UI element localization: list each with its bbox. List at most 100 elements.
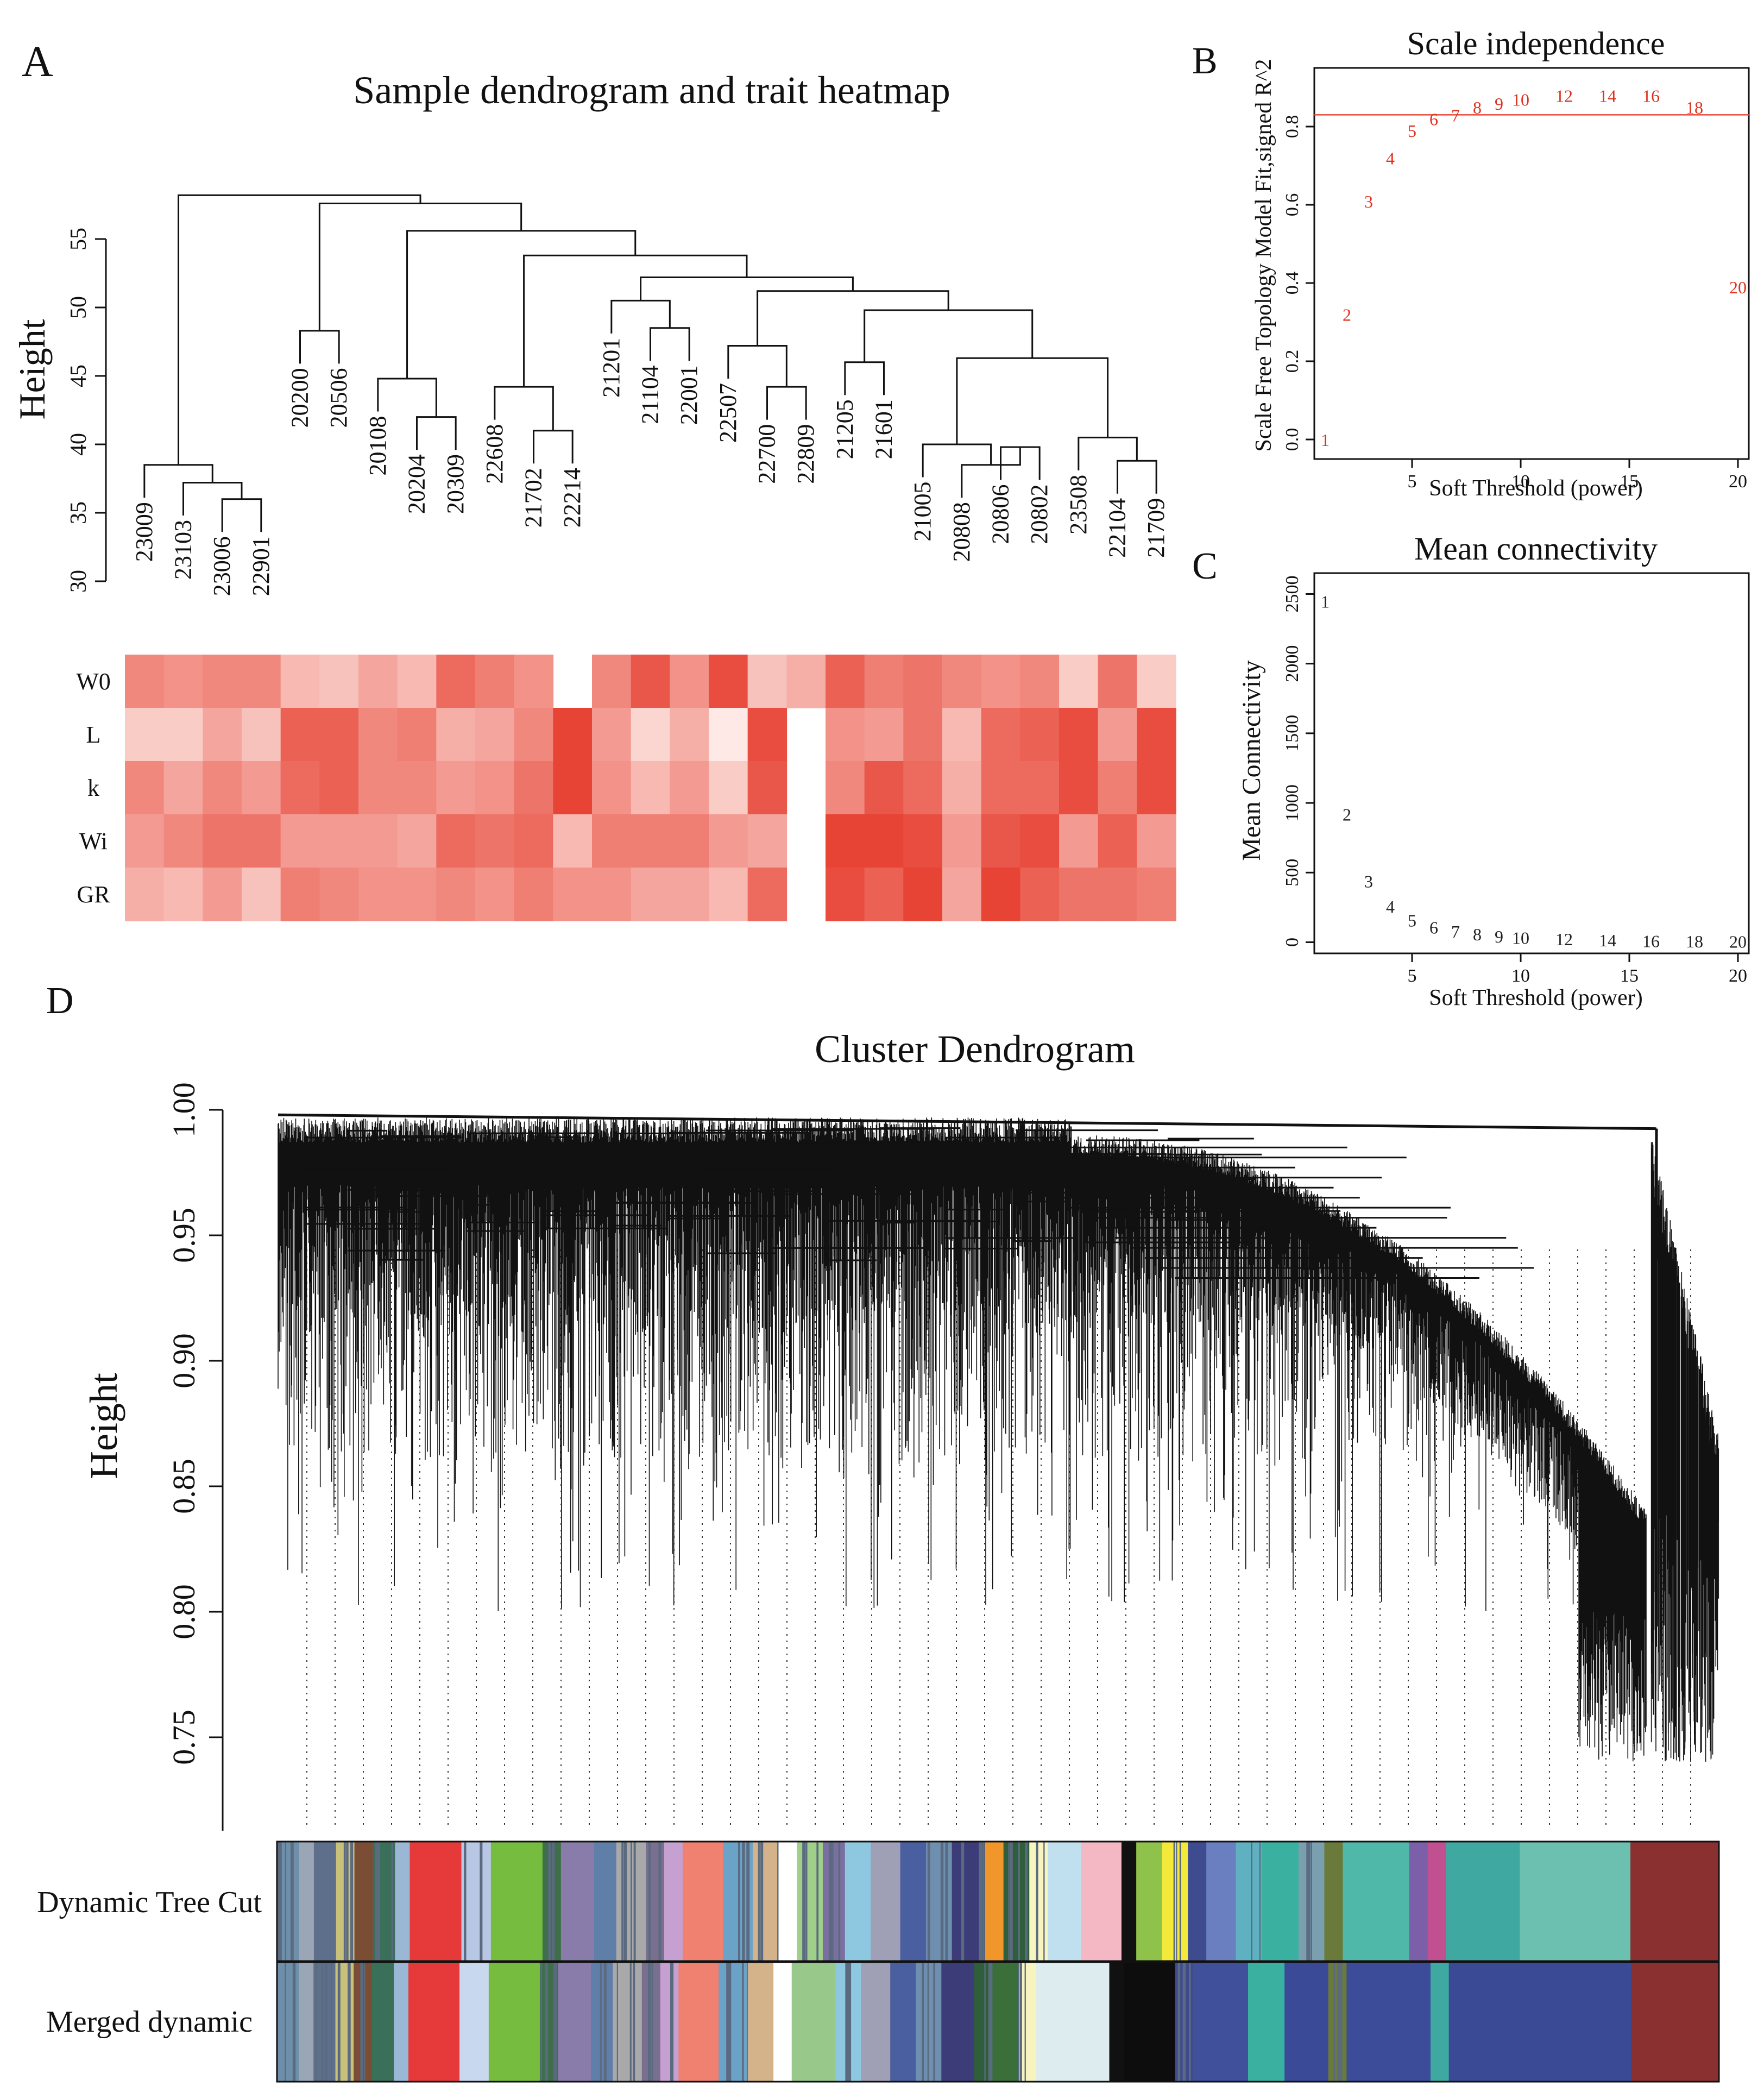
sample-label-20806: 20806 — [987, 485, 1014, 544]
heat-cell-k-20200 — [280, 761, 320, 815]
dynamic-bar-stripe-17-2 — [746, 1842, 750, 1961]
c-point-6: 6 — [1429, 918, 1438, 937]
heat-cell-k-22608 — [475, 761, 515, 815]
heat-cell-k-20806 — [981, 761, 1021, 815]
heat-cell-W0-22507 — [709, 655, 748, 708]
merged-bar-segment-39 — [1448, 1962, 1632, 2082]
dynamic-bar-segment-23 — [871, 1842, 901, 1961]
heat-cell-Wi-21104 — [631, 814, 671, 868]
heat-cell-L-21702 — [514, 708, 554, 762]
c-xtick-label-20: 20 — [1729, 966, 1747, 986]
merged-bar-stripe-36-2 — [1337, 1962, 1340, 2082]
c-point-14: 14 — [1599, 931, 1616, 950]
heat-cell-L-23009 — [125, 708, 165, 762]
heat-cell-GR-22608 — [475, 868, 515, 921]
merged-bar-stripe-10-2 — [545, 1962, 548, 2082]
merged-bar-stripe-2-0 — [316, 1962, 318, 2082]
dynamic-bar-stripe-29-0 — [1043, 1842, 1045, 1961]
merged-bar-stripe-28-1 — [1018, 1962, 1019, 2082]
dynamic-bar-segment-36 — [1206, 1842, 1237, 1961]
heat-cell-Wi-23006 — [203, 814, 242, 868]
heat-cell-Wi-22608 — [475, 814, 515, 868]
heat-cell-k-20108 — [358, 761, 398, 815]
heat-cell-Wi-20802 — [1020, 814, 1060, 868]
c-point-1: 1 — [1321, 592, 1330, 611]
heat-cell-GR-21005 — [903, 868, 943, 921]
merged-bar-segment-20 — [791, 1962, 836, 2082]
dynamic-bar-stripe-34-0 — [1176, 1842, 1177, 1961]
dynamic-bar-stripe-21-0 — [838, 1842, 841, 1961]
dynamic-bar-stripe-0-3 — [278, 1842, 282, 1961]
dynamic-bar-stripe-5-1 — [391, 1842, 393, 1961]
merged-bar-segment-1 — [299, 1962, 314, 2082]
merged-bar-segment-25 — [941, 1962, 975, 2082]
merged-bar-segment-12 — [591, 1962, 613, 2082]
dynamic-bar-segment-41 — [1343, 1842, 1410, 1961]
panel-c-mean-connectivity: Mean connectivity Soft Threshold (power)… — [1237, 531, 1750, 1010]
merged-bar-segment-11 — [558, 1962, 591, 2082]
c-ytick-label-1500: 1500 — [1282, 715, 1302, 752]
trait-label-GR: GR — [77, 881, 110, 908]
merged-bar-segment-6 — [394, 1962, 409, 2082]
dynamic-bar-stripe-0-0 — [290, 1842, 294, 1961]
d-internal-branches — [304, 1127, 1534, 1279]
dynamic-bar-stripe-25-1 — [945, 1842, 948, 1961]
heat-cell-GR-20808 — [942, 868, 982, 921]
merged-bar-stripe-17-3 — [728, 1962, 732, 2082]
heat-cell-Wi-21205 — [826, 814, 865, 868]
dynamic-bar-segment-6 — [395, 1842, 411, 1961]
c-point-12: 12 — [1555, 929, 1573, 949]
dynamic-bar-stripe-20-0 — [816, 1842, 819, 1961]
a-ytick-label-50: 50 — [66, 296, 91, 319]
merged-bar-stripe-14-0 — [651, 1962, 653, 2082]
merged-bar-stripe-2-1 — [330, 1962, 333, 2082]
c-ytick-label-2000: 2000 — [1282, 645, 1302, 682]
heat-cell-k-21702 — [514, 761, 554, 815]
merged-bar-segment-7 — [408, 1962, 460, 2082]
merged-bar-stripe-26-0 — [991, 1962, 993, 2082]
b-point-10: 10 — [1512, 90, 1529, 110]
b-point-12: 12 — [1555, 86, 1573, 105]
sample-label-23508: 23508 — [1065, 475, 1092, 535]
heat-cell-L-23508 — [1059, 708, 1099, 762]
c-point-8: 8 — [1473, 925, 1482, 944]
sample-label-23103: 23103 — [170, 520, 197, 580]
sample-label-22608: 22608 — [481, 424, 508, 484]
dynamic-bar-segment-46 — [1630, 1842, 1719, 1961]
heat-cell-L-21104 — [631, 708, 671, 762]
dynamic-bar-stripe-20-1 — [805, 1842, 808, 1961]
merged-bar-segment-18 — [748, 1962, 774, 2082]
merged-bar-stripe-2-2 — [321, 1962, 324, 2082]
panel-label-d: D — [46, 980, 74, 1022]
heat-cell-GR-20309 — [436, 868, 476, 921]
merged-bar-stripe-28-2 — [1019, 1962, 1022, 2082]
dynamic-bar-segment-20 — [797, 1842, 823, 1961]
dynamic-bar-segment-10 — [542, 1842, 562, 1961]
sample-label-20506: 20506 — [325, 368, 352, 428]
heat-cell-W0-22901 — [242, 655, 281, 708]
heat-cell-k-22001 — [670, 761, 709, 815]
dynamic-bar-segment-40 — [1324, 1842, 1343, 1961]
merged-bar-segment-19 — [773, 1962, 792, 2082]
dynamic-bar-segment-29 — [1029, 1842, 1048, 1961]
sample-label-20108: 20108 — [364, 416, 391, 476]
heat-cell-L-20802 — [1020, 708, 1060, 762]
dynamic-bar-segment-21 — [822, 1842, 846, 1961]
dynamic-bar-segment-37 — [1236, 1842, 1262, 1961]
heat-cell-L-23006 — [203, 708, 242, 762]
sample-label-22809: 22809 — [792, 424, 819, 484]
dynamic-bar-stripe-28-1 — [1025, 1842, 1028, 1961]
merged-dynamic-label: Merged dynamic — [46, 2005, 253, 2039]
heat-cell-Wi-21005 — [903, 814, 943, 868]
dynamic-bar-segment-15 — [664, 1842, 683, 1961]
heat-cell-W0-21205 — [826, 655, 865, 708]
b-ytick-label-0.2: 0.2 — [1282, 350, 1302, 373]
merged-bar-stripe-24-0 — [927, 1962, 929, 2082]
c-xtick-label-15: 15 — [1620, 966, 1639, 986]
heat-cell-GR-23103 — [163, 868, 204, 921]
heat-cell-W0-23006 — [203, 655, 242, 708]
panel-b-title: Scale independence — [1407, 26, 1665, 61]
c-point-7: 7 — [1451, 922, 1460, 941]
heat-cell-Wi-20309 — [436, 814, 476, 868]
